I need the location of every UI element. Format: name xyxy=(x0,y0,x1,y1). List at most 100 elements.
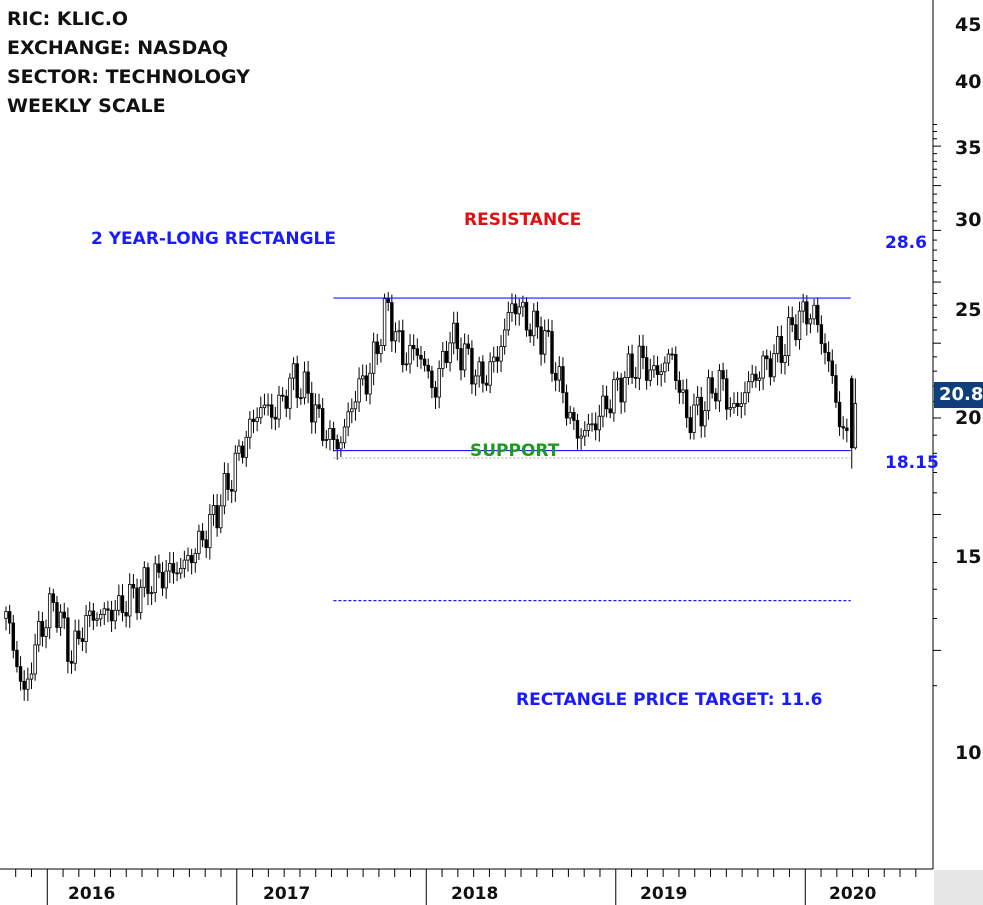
exchange-label: EXCHANGE: NASDAQ xyxy=(7,37,229,59)
candle-body xyxy=(15,649,19,668)
candle-body xyxy=(237,445,241,454)
candle-body xyxy=(714,392,718,402)
candle-body xyxy=(521,301,525,308)
candle-body xyxy=(80,638,85,642)
candle-body xyxy=(779,336,784,363)
candle-body xyxy=(757,377,762,381)
candle-body xyxy=(324,439,329,441)
candle-body xyxy=(51,593,56,603)
candle-body xyxy=(426,364,430,372)
candle-body xyxy=(444,350,449,364)
candle-body xyxy=(386,298,390,304)
axis-corner xyxy=(934,870,983,905)
candle-body xyxy=(826,352,831,362)
candle-body xyxy=(135,587,139,614)
candle-body xyxy=(641,345,645,359)
candle-body xyxy=(593,423,598,431)
candle-body xyxy=(37,620,41,646)
candle-body xyxy=(379,345,383,355)
candle-body xyxy=(670,353,674,356)
candle-body xyxy=(768,358,773,378)
candle-body xyxy=(553,372,558,381)
candle-body xyxy=(783,355,787,363)
scale-label: WEEKLY SCALE xyxy=(7,95,166,117)
candle-body xyxy=(33,644,37,675)
candle-body xyxy=(284,395,288,409)
candle-body xyxy=(488,361,492,386)
candle-body xyxy=(26,678,30,690)
y-tick-20: 20 xyxy=(955,407,982,429)
candle-body xyxy=(808,318,813,325)
candle-body xyxy=(561,366,565,394)
y-tick-40: 40 xyxy=(955,71,982,93)
candle-body xyxy=(663,362,667,373)
candle-body xyxy=(29,673,34,680)
y-tick-25: 25 xyxy=(955,299,982,321)
candle-body xyxy=(138,586,143,614)
candle-body xyxy=(248,418,252,438)
candle-body xyxy=(419,354,423,360)
candle-body xyxy=(688,417,693,433)
candle-body xyxy=(466,343,470,349)
candle-body xyxy=(623,377,627,403)
candle-body xyxy=(266,404,270,407)
candle-body xyxy=(775,336,780,354)
candle-body xyxy=(546,330,551,333)
candle-body xyxy=(328,428,332,440)
candle-body xyxy=(765,355,769,360)
candle-body xyxy=(579,435,583,439)
candle-body xyxy=(153,563,157,594)
last-price-tag: 20.88 xyxy=(934,382,983,408)
candle-body xyxy=(222,473,227,507)
candle-body xyxy=(728,407,733,410)
candle-body xyxy=(204,539,208,549)
candle-body xyxy=(492,356,496,363)
target-annotation: RECTANGLE PRICE TARGET: 11.6 xyxy=(516,690,823,710)
candle-body xyxy=(18,666,23,682)
candle-body xyxy=(612,379,616,414)
candle-body xyxy=(739,403,743,407)
candle-body xyxy=(364,375,369,395)
candle-body xyxy=(626,353,631,378)
candle-body xyxy=(634,376,638,379)
resistance-value-label: 28.6 xyxy=(885,233,927,253)
candle-body xyxy=(95,618,99,621)
candle-body xyxy=(62,611,66,619)
candle-body xyxy=(655,365,660,375)
candle-body xyxy=(350,408,354,413)
chart-axes xyxy=(0,0,941,905)
candle-body xyxy=(262,404,267,409)
candle-body xyxy=(535,310,540,328)
candle-body xyxy=(666,353,671,364)
candle-body xyxy=(149,592,154,595)
candle-body xyxy=(597,415,602,431)
candle-body xyxy=(251,418,256,422)
candle-body xyxy=(157,563,161,573)
candle-body xyxy=(564,392,569,419)
x-tick-2019: 2019 xyxy=(640,884,688,904)
candle-body xyxy=(459,348,463,371)
candle-body xyxy=(124,612,128,617)
candle-body xyxy=(291,363,296,379)
candle-body xyxy=(477,361,481,377)
candle-body xyxy=(200,530,205,541)
candle-body xyxy=(517,306,521,315)
candle-body xyxy=(510,303,514,314)
candle-body xyxy=(706,377,711,412)
candle-body xyxy=(88,610,92,616)
y-tick-30: 30 xyxy=(955,209,982,231)
candle-body xyxy=(84,614,88,642)
candle-body xyxy=(310,392,314,423)
x-tick-2016: 2016 xyxy=(68,884,116,904)
candle-body xyxy=(295,363,299,399)
candle-body xyxy=(47,593,52,629)
candle-body xyxy=(845,427,849,431)
candle-body xyxy=(277,394,281,420)
candle-body xyxy=(55,602,59,628)
candle-body xyxy=(572,412,576,421)
candle-body xyxy=(834,375,838,403)
candle-body xyxy=(797,310,802,341)
candle-body xyxy=(684,389,689,419)
candle-body xyxy=(746,381,751,394)
